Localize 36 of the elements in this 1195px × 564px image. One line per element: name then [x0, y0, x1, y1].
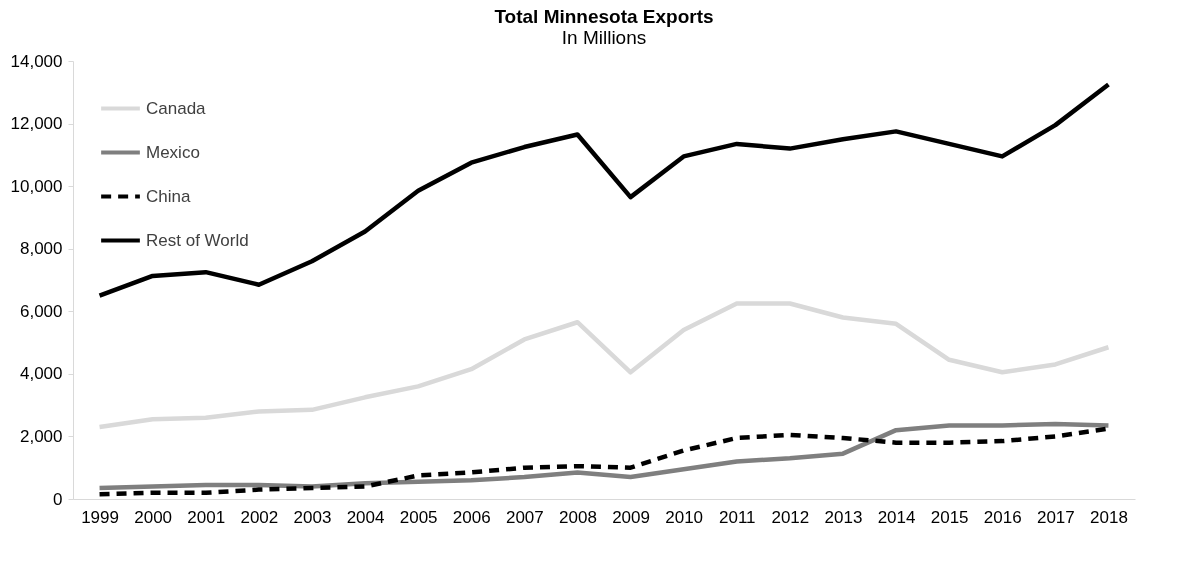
y-tick-label: 12,000 [10, 114, 63, 134]
chart-title: Total Minnesota Exports [494, 6, 714, 27]
x-tick-label: 2006 [452, 507, 491, 527]
chart-subtitle: In Millions [561, 27, 647, 48]
legend-label: Canada [146, 98, 207, 118]
x-tick-label: 2000 [134, 507, 173, 527]
x-tick-label: 2004 [346, 507, 385, 527]
line-series [97, 82, 1111, 298]
x-tick-label: 2012 [771, 507, 810, 527]
x-tick-label: 2013 [824, 507, 863, 527]
legend-label: China [146, 186, 191, 206]
y-tick-label: 0 [53, 489, 63, 509]
legend-label: Mexico [146, 142, 200, 162]
y-tick-label: 14,000 [10, 51, 63, 71]
y-tick-label: 6,000 [19, 301, 63, 321]
x-tick-label: 2008 [559, 507, 597, 527]
y-tick-label: 2,000 [19, 426, 63, 446]
x-tick-label: 2017 [1036, 507, 1075, 527]
x-tick-label: 2005 [399, 507, 438, 527]
x-tick-label: 2007 [505, 507, 544, 527]
y-tick-label: 4,000 [19, 364, 63, 384]
x-tick-label: 2016 [983, 507, 1022, 527]
y-tick-label: 10,000 [10, 176, 63, 196]
x-tick-label: 2002 [240, 507, 279, 527]
legend-label: Rest of World [146, 230, 249, 250]
x-tick-label: 2003 [293, 507, 332, 527]
line-series [97, 301, 1111, 430]
x-tick-label: 2018 [1090, 507, 1128, 527]
x-tick-label: 2001 [187, 507, 226, 527]
x-tick-label: 2009 [612, 507, 650, 527]
y-tick-label: 8,000 [19, 239, 63, 259]
x-tick-label: 2014 [877, 507, 916, 527]
x-tick-label: 2015 [930, 507, 969, 527]
x-tick-label: 2011 [718, 507, 756, 527]
x-tick-label: 2010 [665, 507, 704, 527]
x-tick-label: 1999 [81, 507, 119, 527]
